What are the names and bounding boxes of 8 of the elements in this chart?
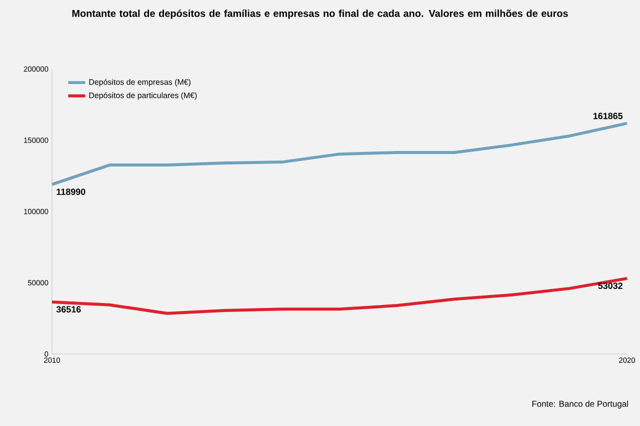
data-label: 118990 — [56, 188, 86, 195]
line-series — [50, 122, 629, 186]
data-label: 161865 — [593, 112, 623, 120]
source-note: Fonte: Banco de Portugal — [532, 400, 628, 408]
data-label: 36516 — [56, 306, 81, 312]
line-series — [50, 276, 629, 315]
chart-title: Montante total de depósitos de famílias e empresas no final de cada ano. Valores em milhões de euros — [72, 10, 568, 19]
data-label: 53032 — [598, 282, 622, 289]
